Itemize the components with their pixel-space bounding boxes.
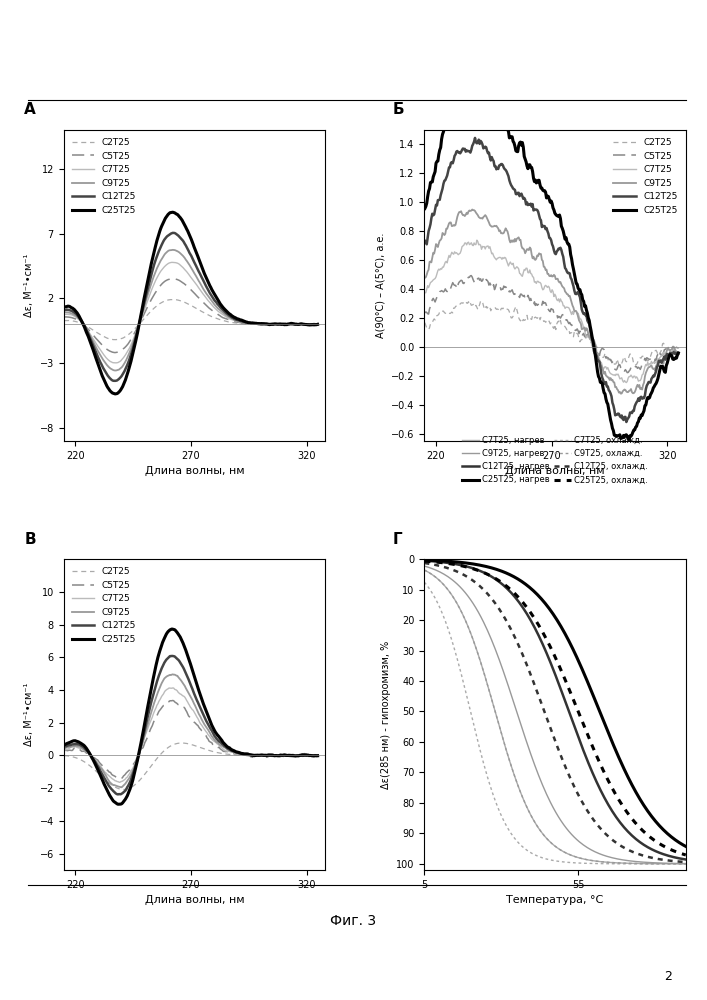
X-axis label: Температура, °C: Температура, °C [506,895,604,905]
Legend: C2T25, C5T25, C7T25, C9T25, C12T25, C25T25: C2T25, C5T25, C7T25, C9T25, C12T25, C25T… [68,135,139,218]
Text: А: А [25,102,36,117]
Legend: C7T25, нагрев, C9T25, нагрев, C12T25, нагрев, C25T25, нагрев, C7T25, охлажд., C9: C7T25, нагрев, C9T25, нагрев, C12T25, на… [459,433,651,488]
Legend: C2T25, C5T25, C7T25, C9T25, C12T25, C25T25: C2T25, C5T25, C7T25, C9T25, C12T25, C25T… [610,135,682,218]
Text: 2: 2 [664,970,672,983]
Text: Г: Г [393,532,402,547]
Y-axis label: Δε, M⁻¹•см⁻¹: Δε, M⁻¹•см⁻¹ [24,683,34,746]
Text: В: В [25,532,36,547]
X-axis label: Длина волны, нм: Длина волны, нм [144,895,244,905]
Text: Фиг. 3: Фиг. 3 [330,914,377,928]
Y-axis label: Δε(285 нм) - гипохромизм, %: Δε(285 нм) - гипохромизм, % [381,640,391,789]
Y-axis label: Δε, M⁻¹•см⁻¹: Δε, M⁻¹•см⁻¹ [24,254,34,317]
X-axis label: Длина волны, нм: Длина волны, нм [144,466,244,476]
Text: Б: Б [393,102,404,117]
Y-axis label: A(90°C) – A(5°C), а.е.: A(90°C) – A(5°C), а.е. [375,233,385,338]
X-axis label: Длина волны, нм: Длина волны, нм [506,466,605,476]
Legend: C2T25, C5T25, C7T25, C9T25, C12T25, C25T25: C2T25, C5T25, C7T25, C9T25, C12T25, C25T… [68,564,139,647]
